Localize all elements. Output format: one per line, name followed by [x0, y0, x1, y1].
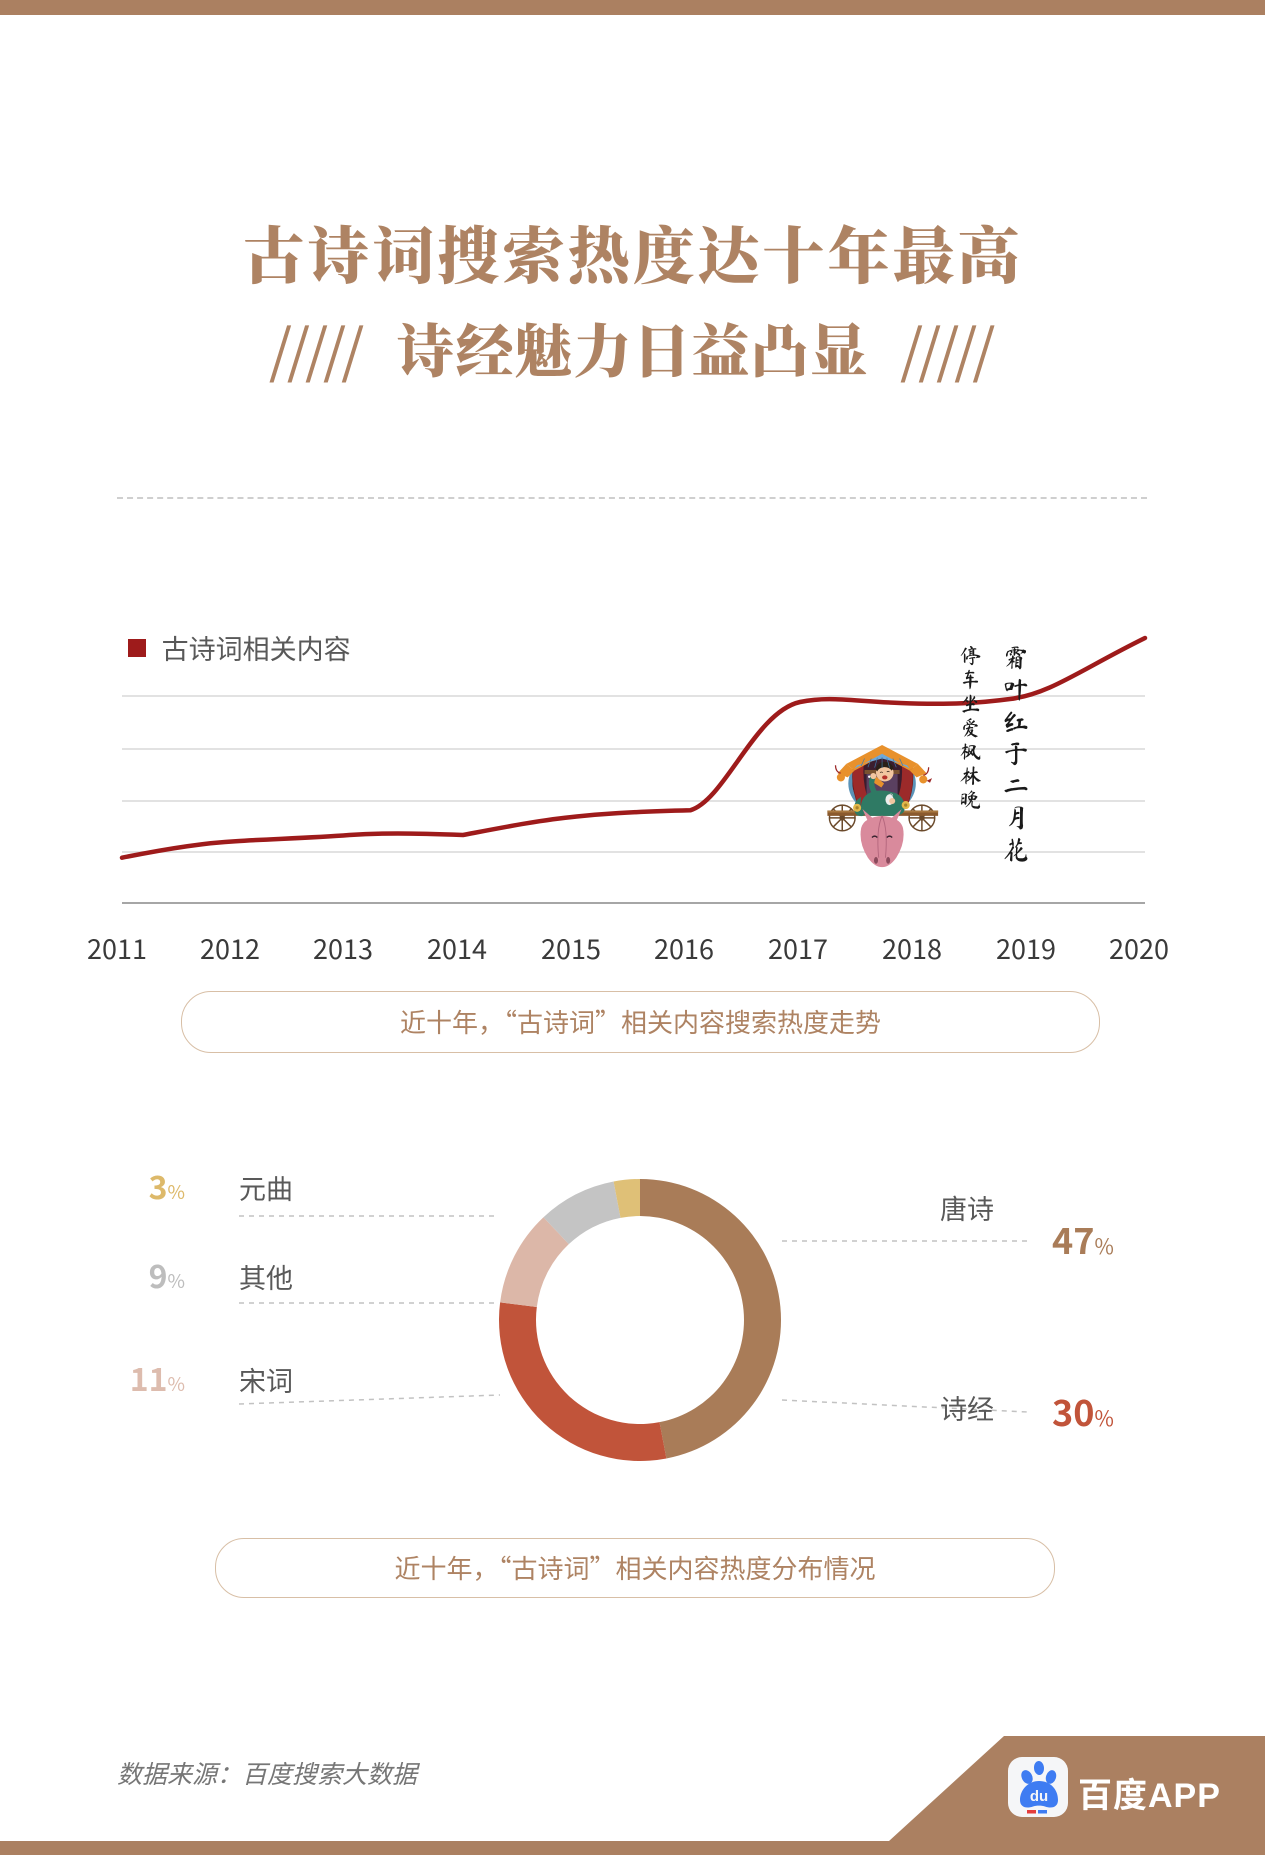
svg-text:du: du [1030, 1788, 1048, 1805]
